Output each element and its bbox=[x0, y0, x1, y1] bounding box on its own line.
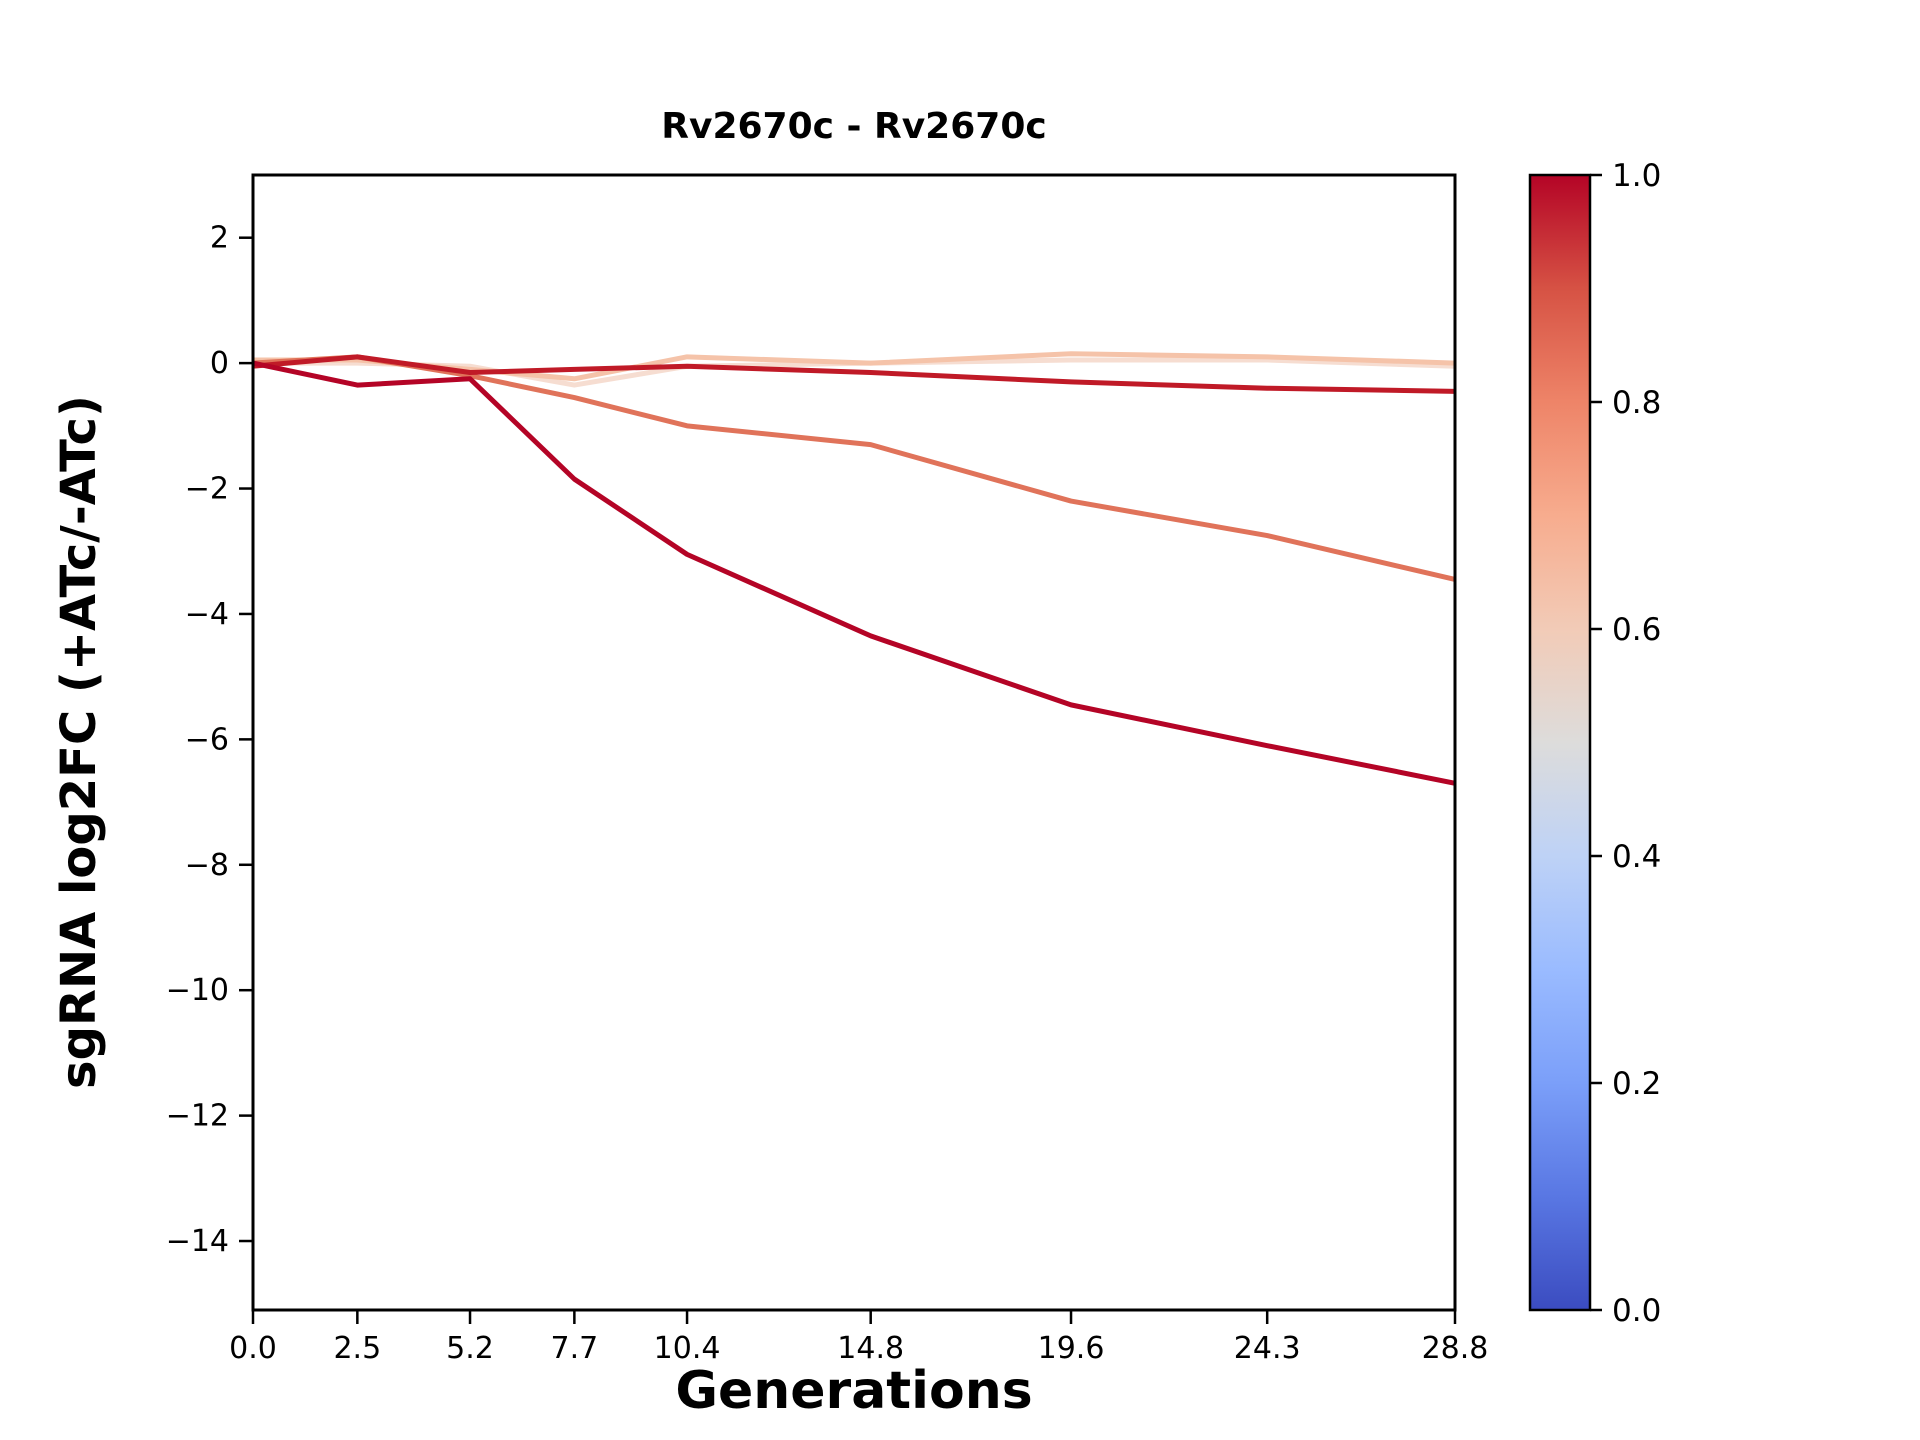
x-tick-label: 28.8 bbox=[1422, 1331, 1489, 1366]
colorbar-tick-label: 0.0 bbox=[1612, 1293, 1661, 1329]
x-tick-label: 7.7 bbox=[551, 1331, 599, 1366]
colorbar-border bbox=[1528, 173, 1592, 1312]
y-tick-label: −4 bbox=[185, 597, 229, 632]
y-tick-label: 2 bbox=[210, 221, 229, 256]
x-tick-label: 24.3 bbox=[1234, 1331, 1301, 1366]
series-group bbox=[253, 351, 1455, 786]
colorbar-tick-label: 0.4 bbox=[1612, 839, 1661, 875]
x-tick-label: 2.5 bbox=[333, 1331, 381, 1366]
y-tick-label: −2 bbox=[185, 472, 229, 507]
y-tick-label: −10 bbox=[166, 973, 229, 1008]
chart-title: Rv2670c - Rv2670c bbox=[661, 106, 1046, 147]
series-line-sgRNA-5 bbox=[253, 360, 1455, 786]
x-tick-label: 14.8 bbox=[837, 1331, 904, 1366]
y-tick-label: −12 bbox=[166, 1099, 229, 1134]
colorbar-tick-label: 0.6 bbox=[1612, 612, 1661, 648]
plot-area bbox=[253, 175, 1455, 1310]
y-tick-label: −8 bbox=[185, 848, 229, 883]
series-line-sgRNA-4 bbox=[253, 354, 1455, 394]
x-tick-label: 0.0 bbox=[229, 1331, 277, 1366]
x-tick-label: 5.2 bbox=[446, 1331, 494, 1366]
colorbar-ticks-group: 0.0 0.2 0.4 0.6 0.8 1.0 bbox=[1590, 158, 1661, 1329]
y-tick-label: −14 bbox=[166, 1224, 229, 1259]
ticks-group: 0.0 2.5 5.2 7.7 10.4 14.8 19.6 24.3 28.8 2 0 −2 −4 −6… bbox=[166, 221, 1489, 1366]
x-axis-label: Generations bbox=[675, 1361, 1032, 1421]
y-axis-label: sgRNA log2FC (+ATc/-ATc) bbox=[51, 395, 107, 1089]
colorbar-tick-label: 1.0 bbox=[1612, 158, 1661, 194]
colorbar-tick-label: 0.8 bbox=[1612, 385, 1661, 421]
colorbar bbox=[1530, 175, 1590, 1310]
x-tick-label: 19.6 bbox=[1038, 1331, 1105, 1366]
axes-spines bbox=[251, 173, 1457, 1312]
x-tick-label: 10.4 bbox=[654, 1331, 721, 1366]
y-tick-label: −6 bbox=[185, 722, 229, 757]
y-tick-label: 0 bbox=[210, 346, 229, 381]
colorbar-tick-label: 0.2 bbox=[1612, 1066, 1661, 1102]
